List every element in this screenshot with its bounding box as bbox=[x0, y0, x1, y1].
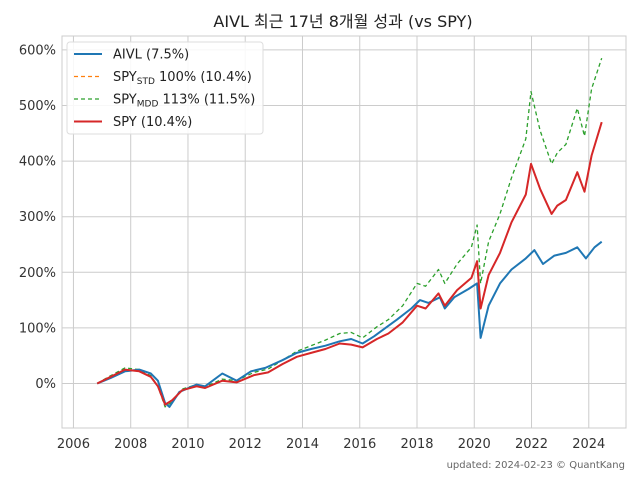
legend-subscript: STD bbox=[137, 77, 155, 87]
legend-label-3: SPY (10.4%) bbox=[113, 115, 192, 130]
legend-main-text: SPY bbox=[113, 93, 137, 108]
x-tick-label: 2022 bbox=[515, 437, 548, 452]
x-tick-label: 2020 bbox=[458, 437, 491, 452]
legend-main-text: SPY (10.4%) bbox=[113, 115, 192, 130]
series-layer bbox=[96, 57, 603, 408]
legend-tail-text: 100% (10.4%) bbox=[155, 70, 252, 85]
legend-main-text: AIVL (7.5%) bbox=[113, 48, 189, 63]
x-tick-label: 2016 bbox=[343, 437, 376, 452]
series-line-2 bbox=[96, 57, 603, 408]
y-tick-label: 0% bbox=[35, 377, 56, 392]
plot-frame bbox=[61, 35, 627, 429]
x-tick-label: 2008 bbox=[114, 437, 147, 452]
x-tick-label: 2006 bbox=[57, 437, 90, 452]
chart-title: AIVL 최근 17년 8개월 성과 (vs SPY) bbox=[213, 12, 472, 31]
legend-subscript: MDD bbox=[137, 100, 159, 110]
x-tick-label: 2018 bbox=[400, 437, 433, 452]
legend-label-1: SPYSTD 100% (10.4%) bbox=[113, 70, 252, 87]
chart-legend: AIVL (7.5%)SPYSTD 100% (10.4%)SPYMDD 113… bbox=[66, 41, 264, 135]
x-tick-label: 2024 bbox=[572, 437, 605, 452]
y-tick-label: 300% bbox=[19, 210, 56, 225]
x-tick-label: 2014 bbox=[286, 437, 319, 452]
series-line-3 bbox=[96, 121, 603, 406]
x-tick-label: 2010 bbox=[171, 437, 204, 452]
y-tick-label: 600% bbox=[19, 43, 56, 58]
legend-label-2: SPYMDD 113% (11.5%) bbox=[113, 93, 255, 110]
y-tick-label: 400% bbox=[19, 155, 56, 170]
chart-footer: updated: 2024-02-23 © QuantKang bbox=[447, 460, 625, 471]
y-tick-label: 500% bbox=[19, 99, 56, 114]
y-tick-label: 200% bbox=[19, 266, 56, 281]
y-tick-label: 100% bbox=[19, 321, 56, 336]
axis-layer: 2006 2008 2010 2012 2014 2016 2018 2020 2022 2024… bbox=[19, 43, 606, 452]
legend-label-0: AIVL (7.5%) bbox=[113, 48, 189, 63]
legend-main-text: SPY bbox=[113, 70, 137, 85]
x-tick-label: 2012 bbox=[229, 437, 262, 452]
legend-tail-text: 113% (11.5%) bbox=[158, 93, 255, 108]
legend-box bbox=[66, 41, 264, 135]
